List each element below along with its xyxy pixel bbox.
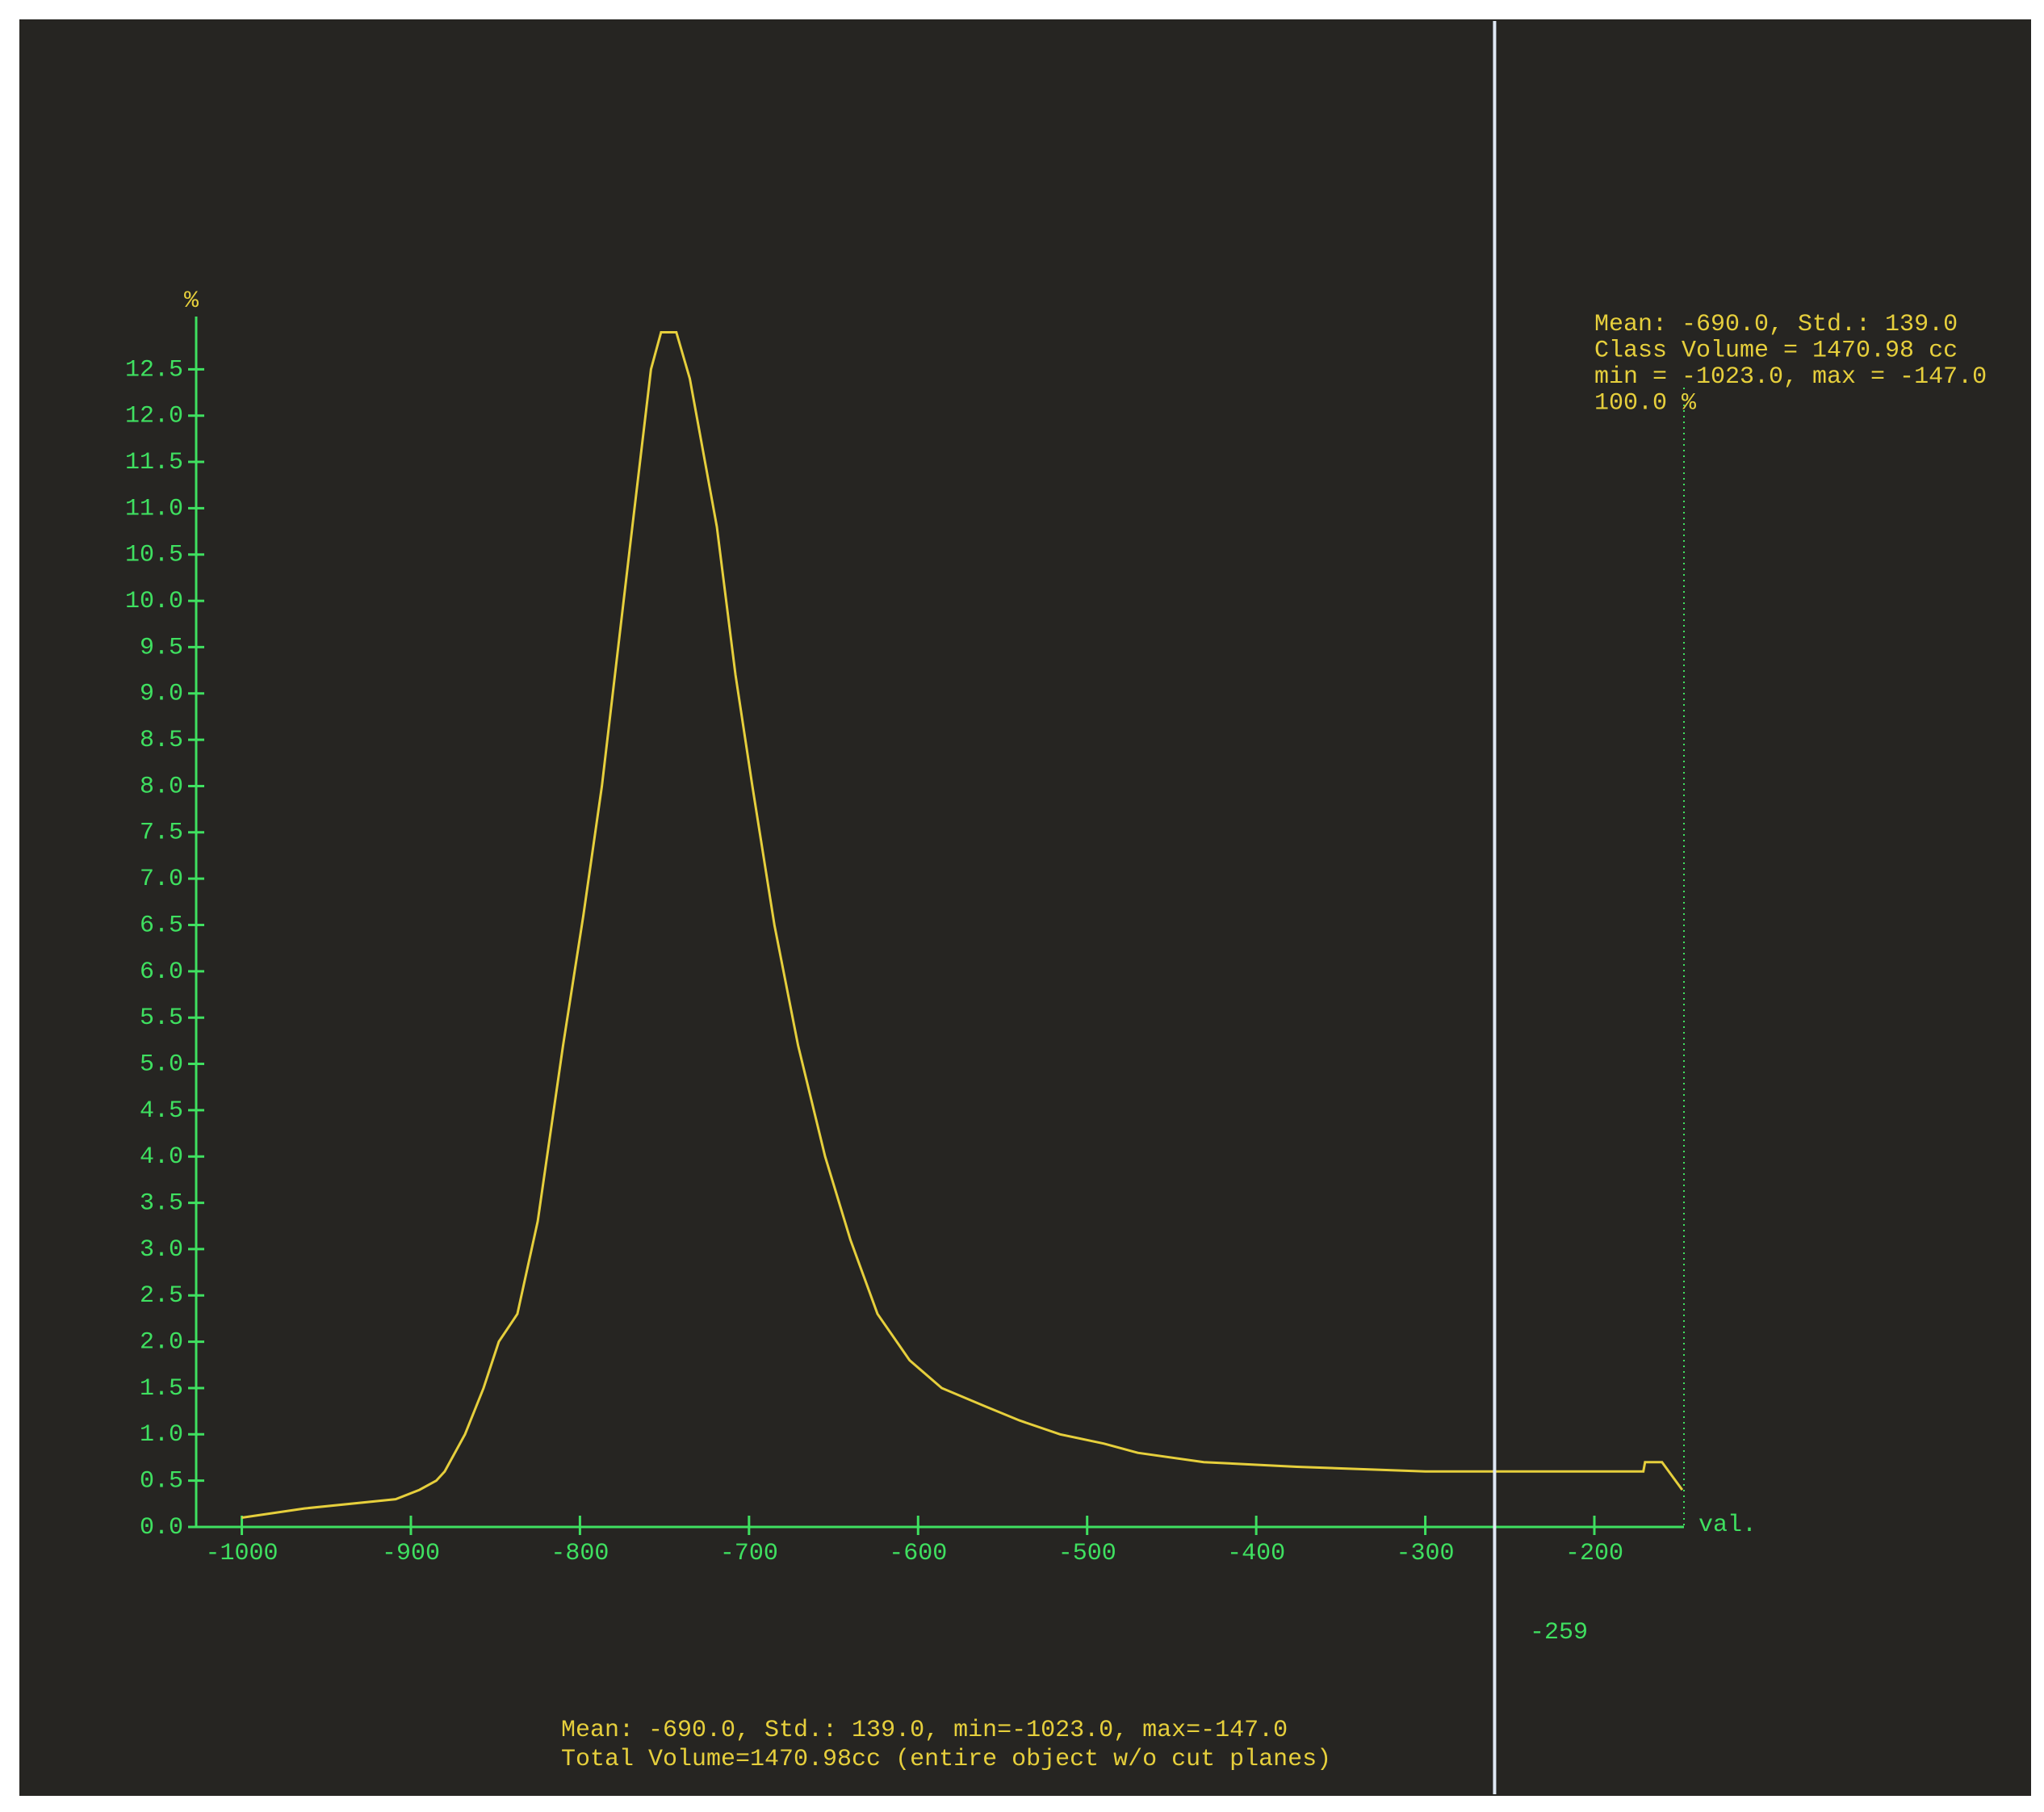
- x-tick-label: -300: [1397, 1540, 1455, 1567]
- x-axis-label: val.: [1698, 1512, 1757, 1539]
- x-tick-label: -800: [551, 1540, 609, 1567]
- y-tick-label: 11.0: [125, 495, 183, 522]
- info-line: 100.0 %: [1594, 389, 1697, 417]
- y-tick-label: 5.0: [140, 1051, 183, 1078]
- x-tick-label: -600: [889, 1540, 947, 1567]
- x-tick-label: -500: [1058, 1540, 1116, 1567]
- y-axis-label: %: [184, 287, 199, 315]
- y-tick-label: 11.5: [125, 449, 183, 476]
- info-line: Mean: -690.0, Std.: 139.0: [1594, 311, 1958, 338]
- y-tick-label: 5.5: [140, 1005, 183, 1032]
- y-tick-label: 0.0: [140, 1514, 183, 1541]
- y-tick-label: 4.5: [140, 1097, 183, 1125]
- x-tick-label: -200: [1565, 1540, 1623, 1567]
- screen: [19, 19, 2031, 1796]
- cursor-label: -259: [1530, 1619, 1588, 1646]
- y-tick-label: 8.5: [140, 727, 183, 754]
- histogram-line: [241, 331, 1684, 1519]
- y-tick-label: 6.5: [140, 912, 183, 939]
- footer-line: Total Volume=1470.98cc (entire object w/…: [561, 1746, 1331, 1773]
- info-line: min = -1023.0, max = -147.0: [1594, 363, 1987, 391]
- y-tick-label: 10.5: [125, 542, 183, 569]
- y-tick-label: 1.5: [140, 1375, 183, 1403]
- y-tick-label: 2.0: [140, 1329, 183, 1357]
- y-tick-label: 9.0: [140, 681, 183, 708]
- y-tick-label: 8.0: [140, 773, 183, 800]
- footer-line: Mean: -690.0, Std.: 139.0, min=-1023.0, …: [561, 1717, 1288, 1744]
- x-tick-label: -1000: [206, 1540, 279, 1567]
- y-tick-label: 0.5: [140, 1468, 183, 1495]
- y-tick-label: 12.5: [125, 356, 183, 384]
- y-tick-label: 6.0: [140, 958, 183, 986]
- y-tick-label: 3.5: [140, 1189, 183, 1217]
- y-tick-label: 12.0: [125, 403, 183, 430]
- info-line: Class Volume = 1470.98 cc: [1594, 337, 1958, 364]
- x-tick-label: -400: [1227, 1540, 1285, 1567]
- x-tick-label: -900: [382, 1540, 440, 1567]
- y-tick-label: 4.0: [140, 1143, 183, 1171]
- y-tick-label: 3.0: [140, 1236, 183, 1264]
- x-tick-label: -700: [720, 1540, 778, 1567]
- y-tick-label: 7.5: [140, 820, 183, 847]
- y-tick-label: 9.5: [140, 634, 183, 661]
- y-tick-label: 10.0: [125, 588, 183, 615]
- y-tick-label: 1.0: [140, 1421, 183, 1449]
- y-tick-label: 2.5: [140, 1282, 183, 1310]
- y-tick-label: 7.0: [140, 866, 183, 893]
